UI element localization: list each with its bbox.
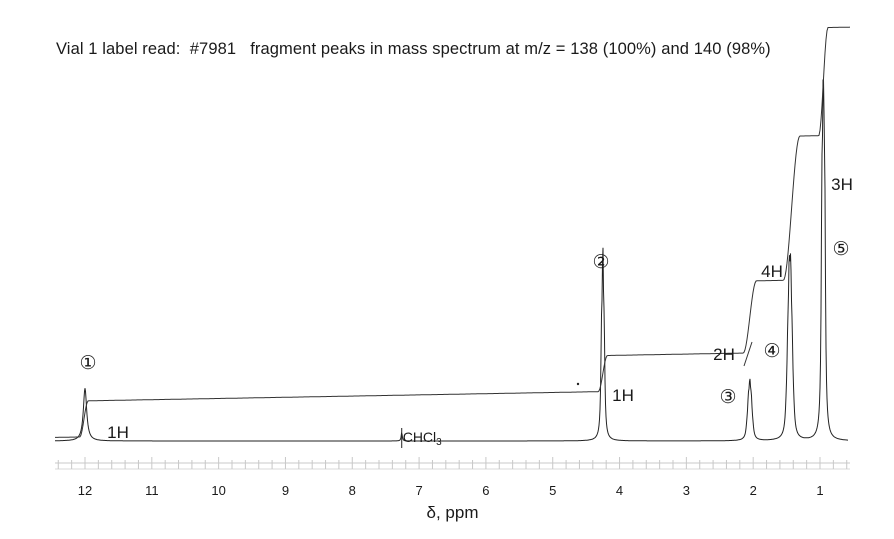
tick-label: 4 — [616, 483, 623, 498]
tick-label: 11 — [145, 483, 159, 498]
peak-markers: ① ② ③ ④ ⑤ — [79, 239, 849, 408]
spectrum-trace — [55, 79, 848, 442]
integral-separator — [743, 341, 753, 367]
tick-label: 3 — [683, 483, 690, 498]
tick-label: 7 — [415, 483, 422, 498]
tick-label: 10 — [211, 483, 225, 498]
axis-ruler — [55, 457, 850, 470]
tick-label: 6 — [482, 483, 489, 498]
peak-marker: ③ — [719, 387, 736, 408]
x-axis-label: δ, ppm — [427, 503, 479, 522]
peak-marker: ⑤ — [832, 239, 849, 260]
integral-label: 4H — [761, 262, 783, 281]
solvent-label-subscript: 3 — [436, 437, 442, 448]
solvent-label: CHCl3 — [403, 429, 442, 448]
tick-label: 5 — [549, 483, 556, 498]
solvent-label-main: CHCl — [403, 429, 436, 445]
tick-label: 12 — [78, 483, 92, 498]
tick-label: 2 — [750, 483, 757, 498]
tick-label: 8 — [349, 483, 356, 498]
peak-marker: ② — [592, 252, 609, 273]
peak-marker: ① — [79, 353, 96, 374]
integral-label: 1H — [107, 423, 129, 442]
integral-curve — [55, 26, 851, 438]
peak-marker: ④ — [763, 341, 780, 362]
tick-label: 1 — [816, 483, 823, 498]
integral-label: 3H — [831, 175, 853, 194]
integral-label: 1H — [612, 386, 634, 405]
axis-tick-labels: 12 11 10 9 8 7 6 5 4 3 2 1 — [78, 483, 824, 498]
caption-text: Vial 1 label read: #7981 fragment peaks … — [56, 40, 771, 58]
integral-labels: 1H 1H 2H 4H 3H — [107, 175, 853, 442]
integral-label: 2H — [713, 345, 735, 364]
stray-dot — [576, 382, 580, 386]
tick-label: 9 — [282, 483, 289, 498]
